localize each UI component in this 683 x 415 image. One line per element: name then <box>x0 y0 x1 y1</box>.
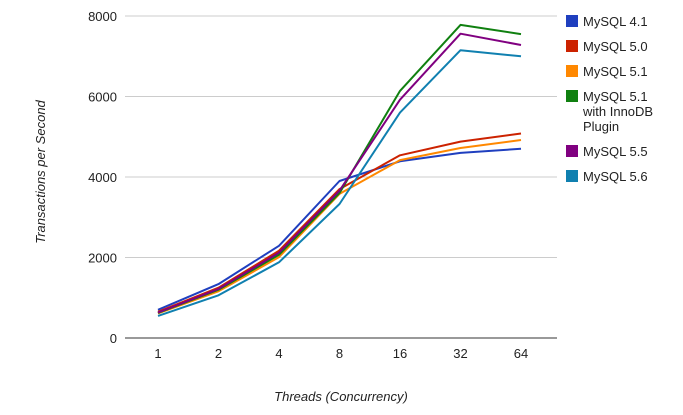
series-lines <box>157 23 522 317</box>
x-tick-label: 64 <box>514 346 528 361</box>
series-line-mysql-4-1 <box>157 147 522 311</box>
legend-swatch <box>566 65 578 77</box>
legend-label: MySQL 5.1 with InnoDB Plugin <box>582 89 653 134</box>
legend-item: MySQL 5.0 <box>566 39 648 54</box>
legend-item: MySQL 4.1 <box>566 14 648 29</box>
x-tick-label: 1 <box>154 346 161 361</box>
x-tick-label: 8 <box>336 346 343 361</box>
legend-label: MySQL 4.1 <box>583 14 648 29</box>
legend: MySQL 4.1 MySQL 5.0 MySQL 5.1 MySQL 5.1 with… <box>566 14 653 184</box>
legend-swatch <box>566 145 578 157</box>
x-tick-label: 32 <box>453 346 467 361</box>
y-tick-label: 2000 <box>88 251 117 266</box>
x-axis-title: Threads (Concurrency) <box>274 389 408 404</box>
y-tick-label: 8000 <box>88 9 117 24</box>
y-tick-label: 6000 <box>88 90 117 105</box>
legend-item: MySQL 5.1 with InnoDB Plugin <box>566 89 653 134</box>
series-line-mysql-5-0 <box>157 132 522 313</box>
legend-swatch <box>566 90 578 102</box>
legend-label: MySQL 5.0 <box>583 39 648 54</box>
x-tick-label: 2 <box>215 346 222 361</box>
y-axis-tick-labels: 0 2000 4000 6000 8000 <box>88 9 117 346</box>
gridlines <box>125 15 557 339</box>
legend-label: MySQL 5.6 <box>583 169 648 184</box>
series-line-mysql-5-6 <box>157 49 522 317</box>
legend-swatch <box>566 15 578 27</box>
x-tick-label: 16 <box>393 346 407 361</box>
x-tick-label: 4 <box>275 346 282 361</box>
legend-item: MySQL 5.1 <box>566 64 648 79</box>
legend-swatch <box>566 40 578 52</box>
series-line-mysql-5-5 <box>157 32 522 314</box>
series-line-mysql-5-1-with-innodb-plugin <box>157 23 522 314</box>
y-tick-label: 0 <box>110 331 117 346</box>
legend-item: MySQL 5.6 <box>566 169 648 184</box>
y-tick-label: 4000 <box>88 170 117 185</box>
x-axis-tick-labels: 1 2 4 8 16 32 64 <box>154 346 528 361</box>
legend-label: MySQL 5.1 <box>583 64 648 79</box>
y-axis-title: Transactions per Second <box>33 99 48 243</box>
legend-swatch <box>566 170 578 182</box>
legend-label: MySQL 5.5 <box>583 144 648 159</box>
legend-item: MySQL 5.5 <box>566 144 648 159</box>
